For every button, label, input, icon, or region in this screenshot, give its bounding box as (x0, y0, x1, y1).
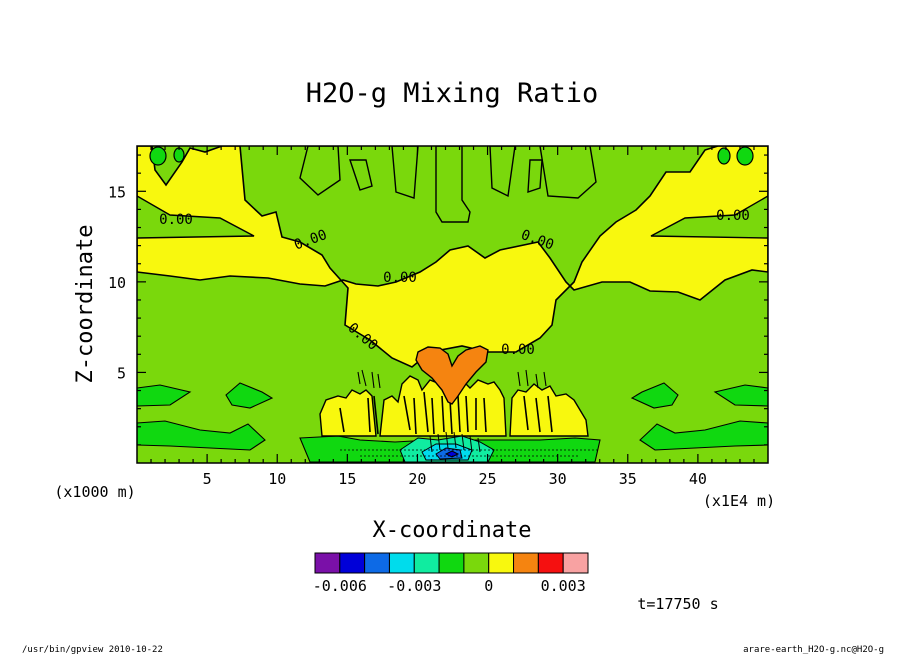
contour-label: 0.00 (501, 342, 535, 358)
colorbar-tick-label: 0 (484, 577, 493, 595)
colorbar-cell (488, 552, 515, 574)
y-tick-label: 10 (108, 274, 126, 292)
colorbar-cell (339, 552, 366, 574)
low-band-right-1 (713, 384, 768, 407)
x-tick-labels: 5 10 15 20 25 30 35 40 (203, 470, 707, 488)
colorbar-cell (537, 552, 564, 574)
contour-label: 0.00 (383, 270, 417, 286)
contour-label: 0.00 (716, 208, 750, 224)
colorbar-tick-label: 0.003 (541, 577, 586, 595)
upper-positive-region (137, 146, 768, 368)
x-tick-label: 30 (549, 470, 567, 488)
plot-frame (136, 145, 769, 464)
footer-left: /usr/bin/gpview 2010-10-22 (22, 645, 163, 654)
low-band-left-1 (137, 384, 192, 407)
x-axis-unit: (x1E4 m) (703, 492, 775, 510)
colorbar-tick-label: -0.006 (313, 577, 367, 595)
x-tick-label: 35 (619, 470, 637, 488)
colorbar-labels: -0.006 -0.003 0 0.003 (313, 577, 586, 595)
colorbar-cell (314, 552, 341, 574)
axis-ticks (137, 146, 768, 463)
upper-finger-4 (539, 146, 597, 199)
colorbar-cell (413, 552, 440, 574)
colorbar-cell (513, 552, 539, 574)
y-tick-labels: 5 10 15 (108, 183, 126, 382)
low-band-left-3 (137, 420, 266, 451)
low-band-right-3 (639, 420, 768, 451)
colorbar-cell (562, 552, 589, 574)
y-axis-unit: (x1000 m) (54, 483, 135, 501)
chart-title: H2O-g Mixing Ratio (306, 78, 599, 109)
small-cell-4 (736, 146, 754, 166)
small-cell-3 (717, 147, 731, 165)
colorbar-tick-label: -0.003 (387, 577, 441, 595)
y-tick-label: 5 (117, 364, 126, 382)
upper-finger-1 (299, 146, 341, 196)
small-cell-1 (149, 146, 167, 166)
x-axis-label: X-coordinate (373, 518, 532, 543)
y-tick-label: 15 (108, 183, 126, 201)
colorbar-cell (364, 552, 390, 574)
left-lobe (137, 195, 255, 239)
upper-finger-3 (489, 146, 516, 198)
colorbar (314, 552, 589, 574)
low-band-left-2 (225, 382, 274, 409)
upper-finger-6 (527, 159, 543, 193)
plot-area: 0.00 0.000.000.00 0.000.00 0.00 (136, 145, 769, 464)
x-tick-label: 40 (689, 470, 707, 488)
upper-finger-5 (349, 159, 373, 191)
footer-right: arare-earth_H2O-g.nc@H2O-g (743, 645, 884, 654)
x-tick-label: 15 (338, 470, 356, 488)
colorbar-cell (438, 552, 465, 574)
center-stem (435, 146, 471, 223)
right-lobe (650, 195, 768, 239)
x-tick-label: 20 (408, 470, 426, 488)
contour-label: 0.00 (159, 212, 193, 228)
colorbar-cell (388, 552, 415, 574)
vertical-wisps (357, 369, 547, 389)
surface-dashes (340, 449, 600, 457)
surface-spikes (429, 431, 481, 453)
time-label: t=17750 s (637, 595, 718, 613)
cell-streaks (339, 391, 553, 435)
orange-core (415, 345, 489, 405)
colorbar-cell (463, 552, 490, 574)
x-tick-label: 10 (268, 470, 286, 488)
x-tick-label: 5 (203, 470, 212, 488)
y-axis-label: Z-coordinate (73, 225, 98, 384)
x-tick-label: 25 (479, 470, 497, 488)
low-band-right-2 (630, 382, 679, 409)
upper-finger-2 (391, 146, 419, 199)
small-cell-2 (173, 147, 185, 163)
